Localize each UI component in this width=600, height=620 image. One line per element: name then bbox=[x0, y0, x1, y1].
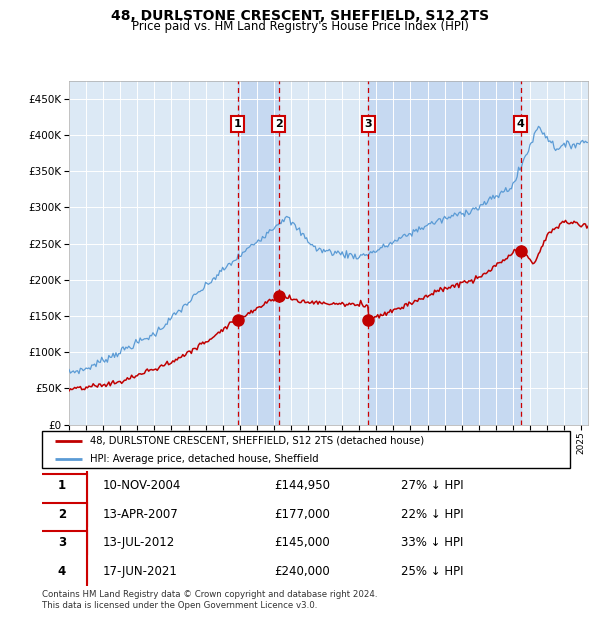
Text: 13-APR-2007: 13-APR-2007 bbox=[103, 508, 178, 521]
Text: Contains HM Land Registry data © Crown copyright and database right 2024.
This d: Contains HM Land Registry data © Crown c… bbox=[42, 590, 377, 609]
FancyBboxPatch shape bbox=[37, 503, 87, 583]
Text: 13-JUL-2012: 13-JUL-2012 bbox=[103, 536, 175, 549]
Text: 4: 4 bbox=[517, 119, 524, 129]
Bar bbox=[368, 81, 521, 425]
Text: Price paid vs. HM Land Registry's House Price Index (HPI): Price paid vs. HM Land Registry's House … bbox=[131, 20, 469, 33]
Text: 27% ↓ HPI: 27% ↓ HPI bbox=[401, 479, 464, 492]
Text: 33% ↓ HPI: 33% ↓ HPI bbox=[401, 536, 463, 549]
Text: 3: 3 bbox=[58, 536, 66, 549]
Text: 3: 3 bbox=[365, 119, 372, 129]
Text: 48, DURLSTONE CRESCENT, SHEFFIELD, S12 2TS (detached house): 48, DURLSTONE CRESCENT, SHEFFIELD, S12 2… bbox=[89, 436, 424, 446]
FancyBboxPatch shape bbox=[37, 531, 87, 612]
Text: £240,000: £240,000 bbox=[274, 565, 330, 578]
Text: £144,950: £144,950 bbox=[274, 479, 331, 492]
Text: HPI: Average price, detached house, Sheffield: HPI: Average price, detached house, Shef… bbox=[89, 454, 318, 464]
Text: 2: 2 bbox=[58, 508, 66, 521]
Text: 1: 1 bbox=[233, 119, 241, 129]
Text: 10-NOV-2004: 10-NOV-2004 bbox=[103, 479, 181, 492]
Text: 48, DURLSTONE CRESCENT, SHEFFIELD, S12 2TS: 48, DURLSTONE CRESCENT, SHEFFIELD, S12 2… bbox=[111, 9, 489, 24]
Text: 4: 4 bbox=[58, 565, 66, 578]
Text: 22% ↓ HPI: 22% ↓ HPI bbox=[401, 508, 464, 521]
FancyBboxPatch shape bbox=[42, 431, 570, 468]
Text: 1: 1 bbox=[58, 479, 66, 492]
Bar bbox=[238, 81, 279, 425]
FancyBboxPatch shape bbox=[37, 474, 87, 554]
Text: 25% ↓ HPI: 25% ↓ HPI bbox=[401, 565, 464, 578]
Text: £145,000: £145,000 bbox=[274, 536, 330, 549]
FancyBboxPatch shape bbox=[37, 445, 87, 526]
Text: £177,000: £177,000 bbox=[274, 508, 330, 521]
Text: 2: 2 bbox=[275, 119, 283, 129]
Text: 17-JUN-2021: 17-JUN-2021 bbox=[103, 565, 178, 578]
